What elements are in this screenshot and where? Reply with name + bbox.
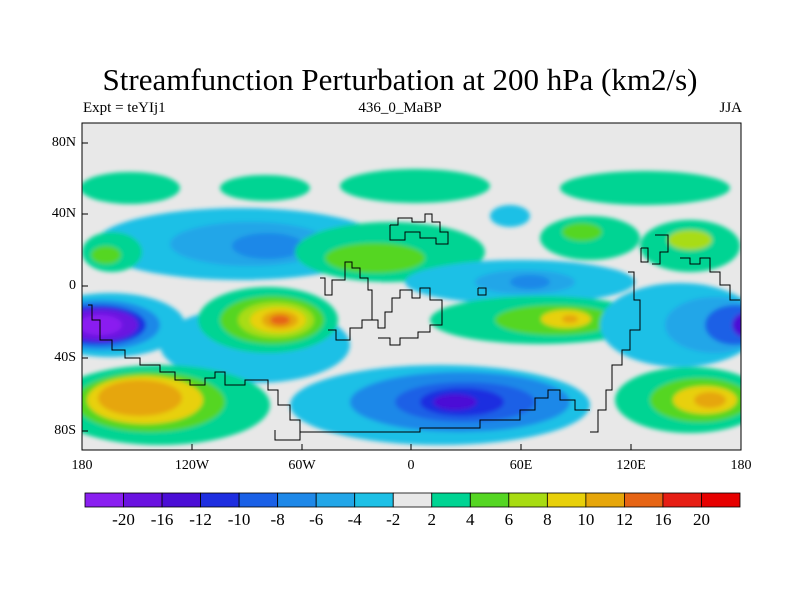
contour-eq-blue-inner [510,275,550,289]
contour-io-orange [562,315,578,323]
colorbar-swatch [392,492,433,508]
colorbar-swatch [315,492,356,508]
colorbar-swatch [624,492,664,508]
colorbar-swatch [123,492,163,508]
colorbar-swatch [277,492,317,508]
colorbar-swatch [431,492,471,508]
colorbar-label: 6 [504,510,514,529]
contour-eu-lime [325,243,425,273]
colorbar-swatch [238,492,279,508]
colorbar-swatch [585,492,625,508]
colorbar-swatch [161,492,201,508]
lon-label-60e: 60E [509,458,533,473]
colorbar-label: 8 [543,510,552,529]
coastline-asia-east [590,271,641,433]
colorbar-label: -4 [347,510,362,529]
lon-label-180w: 180 [71,458,93,473]
contour-se-pac-orange [694,392,726,408]
contour-nh-blue-small [490,205,530,227]
lat-label-80s: 80S [54,423,76,438]
coastline-australia [680,257,740,301]
coastline-small-isle [640,247,649,263]
contour-sh-south-purple [433,394,477,410]
contour-sam-red [270,315,290,325]
colorbar-label: -20 [112,510,135,529]
colorbar-swatch [469,492,510,508]
colorbar-swatch [200,492,240,508]
coastline-south-america [372,287,443,346]
contour-nh-green-1 [82,172,180,204]
lon-label-120e: 120E [616,458,646,473]
colorbar-label: -2 [386,510,401,529]
contour-nh-green-2 [220,175,310,201]
contour-nh-green-3 [340,169,490,203]
lat-label-40s: 40S [54,350,76,365]
colorbar-label: -8 [270,510,285,529]
colorbar-swatch [508,492,548,508]
colorbar-swatch [354,492,394,508]
colorbar-label: 4 [466,510,475,529]
colorbar-label: -6 [309,510,324,529]
coastlines [88,213,740,441]
colorbar-label: -10 [227,510,251,529]
coastline-europe [320,261,373,341]
lon-label-60w: 60W [288,458,316,473]
contour-asia-lime [562,223,602,241]
contour-npac-yellow [668,230,712,250]
run-id-label: 436_0_MaBP [358,100,442,116]
plot-title: Streamfunction Perturbation at 200 hPa (… [102,62,698,97]
colorbar-label: -12 [189,510,212,529]
coastline-africa-asia [477,287,487,296]
colorbar-label: 20 [692,510,710,529]
coastline-greenland [389,213,449,245]
colorbar-swatch [84,492,124,508]
contour-pacific-lime [91,246,121,264]
colorbar-label: 10 [577,510,595,529]
colorbar-label: 16 [654,510,672,529]
colorbar-swatch [701,492,741,508]
coastline-antarctic [300,389,590,433]
colorbar-label: -16 [150,510,174,529]
lat-label-eq: 0 [69,278,76,293]
coastline-pacific-islands [652,234,669,265]
contour-sw-pac-orange [98,380,182,416]
colorbar-swatch [546,492,587,508]
lon-label-0: 0 [407,458,415,473]
contour-na-blue-2 [232,233,304,259]
contour-nh-green-4 [560,171,730,205]
coastline-north-america [88,304,301,441]
lat-label-80n: 80N [51,135,76,150]
experiment-label: Expt = teYIj1 [83,100,166,116]
lon-label-120w: 120W [174,458,210,473]
contour-wpac-blue2 [705,305,741,345]
lon-label-180e: 180 [730,458,752,473]
contour-field [82,169,741,445]
colorbar [84,492,741,508]
colorbar-label: 12 [615,510,633,529]
colorbar-swatch [662,492,702,508]
colorbar-label: 2 [427,510,437,529]
contour-wpac-purple [732,313,741,337]
axis-ticks [82,142,632,450]
season-label: JJA [719,100,742,116]
lat-label-40n: 40N [51,206,76,221]
